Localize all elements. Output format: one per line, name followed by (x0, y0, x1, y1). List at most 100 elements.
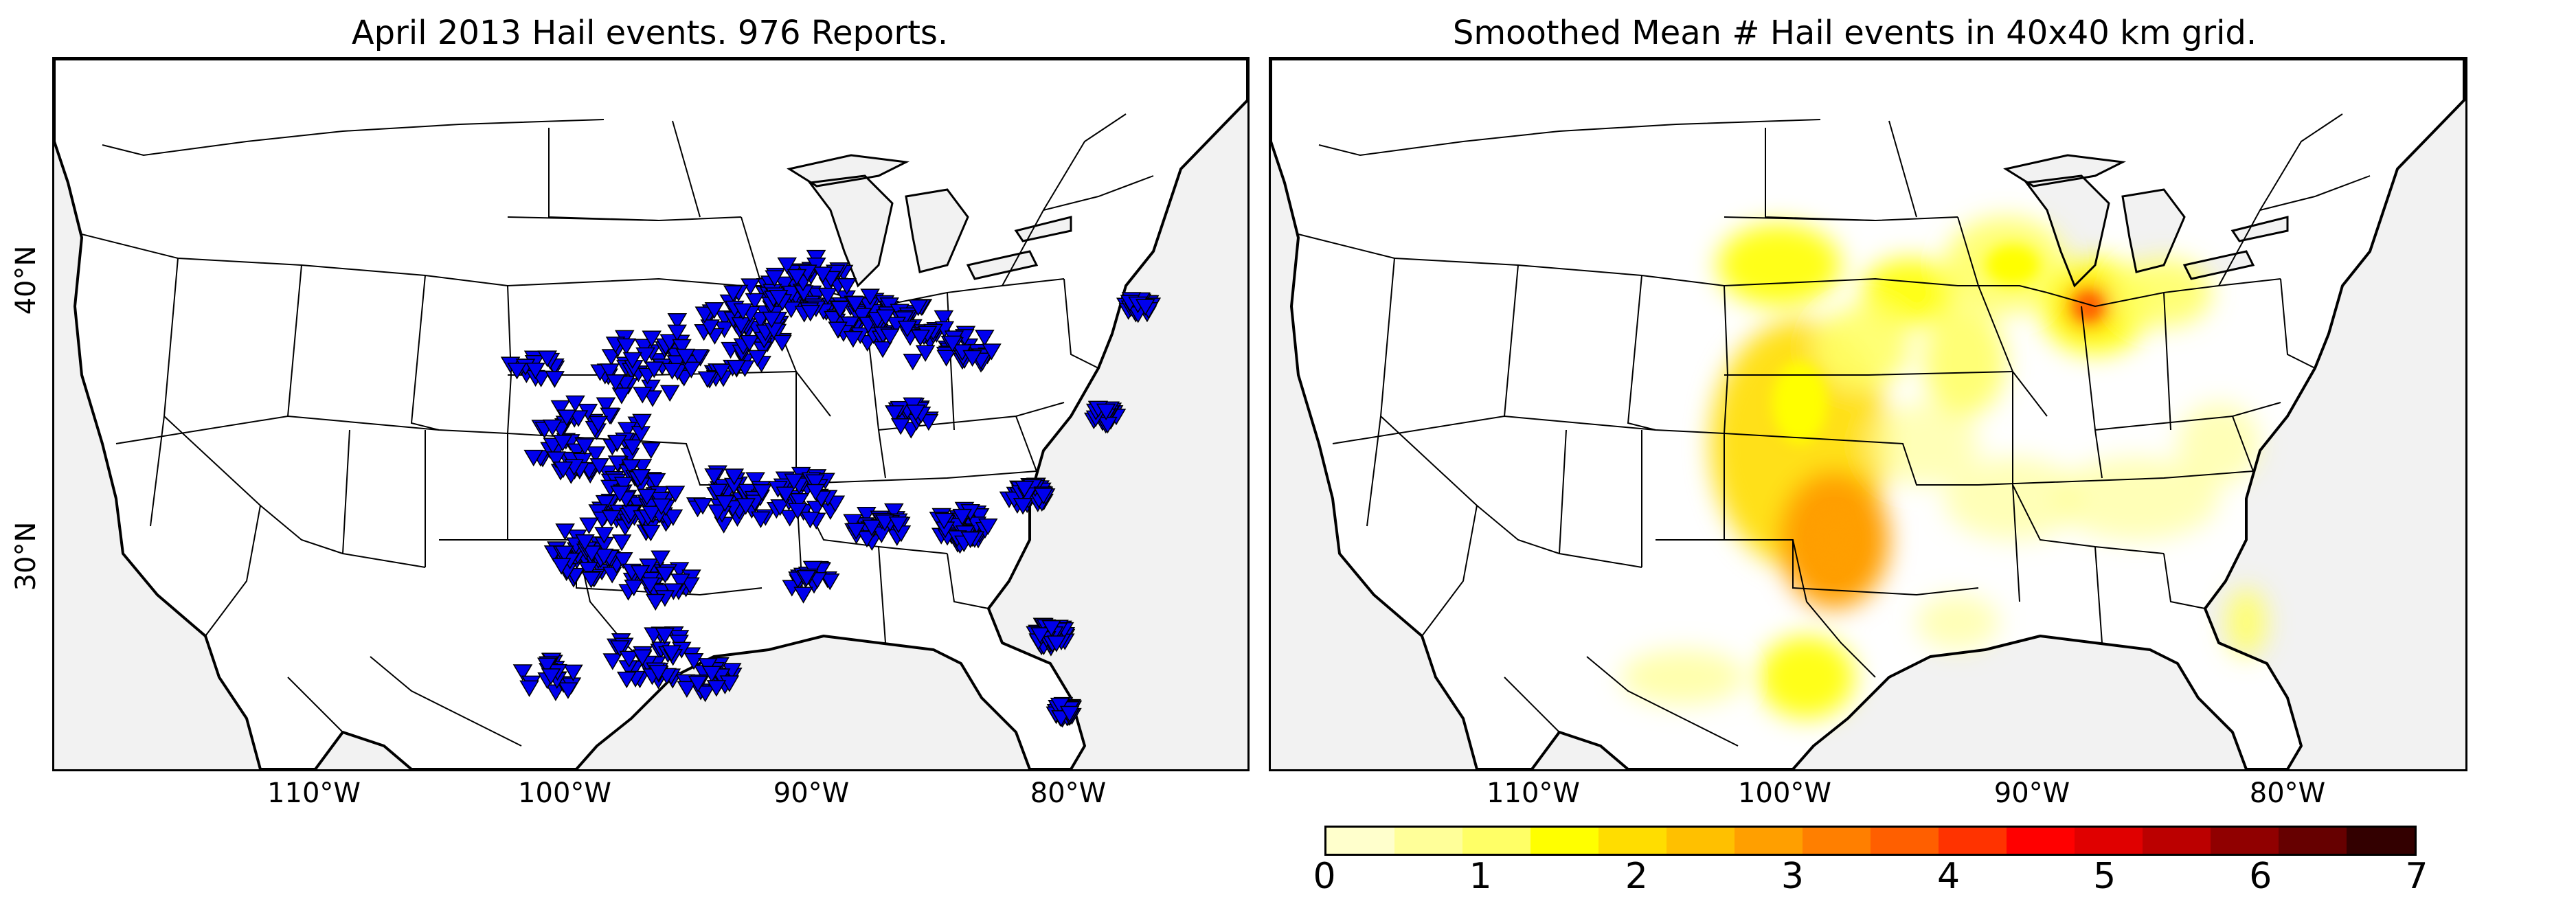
hail-report-marker (667, 313, 688, 330)
hail-report-marker (688, 675, 708, 693)
hail-report-marker (787, 503, 808, 520)
hail-report-marker (828, 321, 848, 339)
hail-report-marker (662, 363, 682, 380)
right-map[interactable] (1269, 57, 2467, 771)
hail-report-marker (908, 299, 929, 317)
hail-report-marker (885, 405, 905, 422)
hail-report-marker (1041, 620, 1061, 637)
hail-report-marker (546, 451, 566, 468)
colorbar-segment (2007, 828, 2075, 854)
hail-report-marker (800, 512, 820, 529)
lat-label-40n-left: 40°N (10, 245, 42, 315)
hail-report-marker (982, 343, 1002, 361)
hail-report-marker (706, 680, 727, 697)
hail-report-marker (770, 499, 790, 516)
hail-report-marker (680, 577, 700, 594)
hail-report-marker (952, 508, 973, 526)
hail-report-marker (1096, 403, 1116, 420)
lon-label-100w-left: 100°W (518, 777, 611, 809)
colorbar-tick-label: 4 (1937, 856, 1961, 897)
hail-report-marker (1013, 498, 1033, 515)
hail-report-marker (820, 574, 840, 591)
hail-report-marker (594, 548, 614, 566)
hail-report-marker (616, 671, 637, 689)
hail-report-marker (601, 349, 622, 366)
hail-report-marker (589, 458, 609, 475)
hail-report-marker (897, 320, 918, 338)
hail-report-marker (537, 350, 558, 367)
hail-report-marker (745, 472, 765, 489)
hail-report-marker (542, 419, 563, 437)
hail-report-marker (512, 664, 533, 681)
hail-report-marker (905, 405, 926, 422)
hail-report-marker (875, 309, 896, 326)
left-map[interactable] (52, 57, 1250, 771)
hail-report-marker (736, 498, 756, 515)
hail-report-marker (805, 474, 825, 491)
hail-report-marker (624, 579, 644, 597)
lon-label-110w-right: 110°W (1487, 777, 1580, 809)
hail-report-marker (507, 363, 527, 380)
hail-report-marker (962, 350, 982, 367)
hail-report-marker (632, 649, 653, 666)
hail-report-marker (600, 407, 620, 424)
hail-report-marker (651, 550, 670, 567)
hail-report-marker (622, 352, 643, 370)
colorbar-segment (2143, 828, 2211, 854)
hail-report-marker (726, 360, 747, 377)
hail-report-marker (579, 517, 599, 534)
hail-report-marker (607, 434, 628, 452)
hail-report-marker (942, 335, 962, 352)
hail-report-marker (751, 511, 771, 528)
hail-report-marker (613, 477, 634, 494)
hail-report-marker (611, 387, 632, 405)
colorbar-segment (1530, 828, 1598, 854)
hail-report-marker (675, 348, 696, 366)
hail-report-marker (701, 666, 722, 683)
hail-report-marker (723, 285, 743, 302)
hail-report-marker (642, 390, 663, 407)
hail-report-marker (860, 288, 880, 306)
hail-report-marker (670, 574, 690, 591)
hail-report-marker (630, 565, 651, 582)
hail-report-marker (874, 514, 895, 532)
hail-report-marker (731, 317, 752, 334)
hail-report-marker (715, 495, 735, 512)
hail-report-marker (565, 395, 585, 413)
hail-report-marker (1033, 488, 1054, 505)
hail-report-marker (1050, 697, 1070, 715)
colorbar-tick-label: 3 (1781, 856, 1804, 897)
hail-report-marker (852, 308, 872, 325)
colorbar-tick-label: 1 (1469, 856, 1492, 897)
hail-report-marker (780, 510, 800, 527)
colorbar-segment (1326, 828, 1394, 854)
hail-report-marker (611, 534, 632, 552)
hail-report-marker (692, 498, 713, 515)
hail-report-marker (796, 570, 817, 587)
lon-label-90w-right: 90°W (1993, 777, 2070, 809)
hail-report-marker (934, 512, 954, 530)
hail-report-marker (575, 438, 595, 455)
hail-report-marker (772, 334, 792, 352)
hail-report-marker (936, 350, 956, 367)
hail-report-marker (880, 328, 900, 345)
hail-report-marker (554, 545, 574, 563)
right-panel-title: Smoothed Mean # Hail events in 40x40 km … (1452, 14, 2257, 52)
hail-report-marker (777, 257, 798, 275)
left-map-canvas (54, 59, 1247, 769)
hail-report-marker (613, 552, 633, 569)
hail-report-marker (663, 509, 683, 526)
hail-report-marker (634, 339, 655, 356)
hail-report-marker (704, 302, 725, 319)
hail-report-marker (594, 527, 614, 544)
colorbar-segment (1394, 828, 1462, 854)
hail-report-marker (637, 488, 657, 506)
hail-report-marker (969, 508, 990, 525)
hail-report-markers (500, 249, 1162, 728)
hail-report-marker (915, 345, 936, 362)
hail-report-marker (641, 524, 661, 542)
lon-label-100w-right: 100°W (1738, 777, 1831, 809)
hail-report-marker (526, 362, 545, 380)
hail-report-marker (683, 653, 704, 670)
hail-report-marker (553, 461, 574, 479)
